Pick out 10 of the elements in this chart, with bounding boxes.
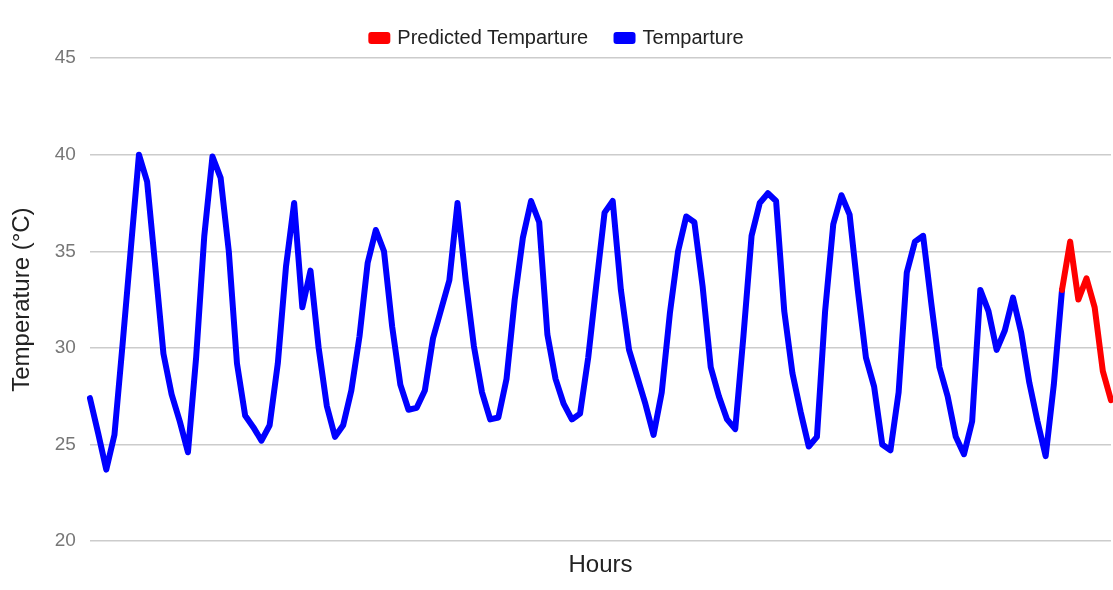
y-tick-label: 30: [54, 336, 76, 358]
y-tick-label: 20: [54, 529, 76, 551]
y-tick-label: 25: [54, 432, 76, 454]
legend-label: Temparture: [642, 25, 744, 48]
y-tick-label: 35: [54, 239, 76, 261]
x-axis-title: Hours: [568, 550, 633, 578]
legend-label: Predicted Temparture: [397, 25, 589, 48]
y-axis-title: Temperature (°C): [7, 207, 35, 392]
y-tick-label: 45: [54, 46, 76, 68]
y-tick-label: 40: [54, 142, 76, 164]
